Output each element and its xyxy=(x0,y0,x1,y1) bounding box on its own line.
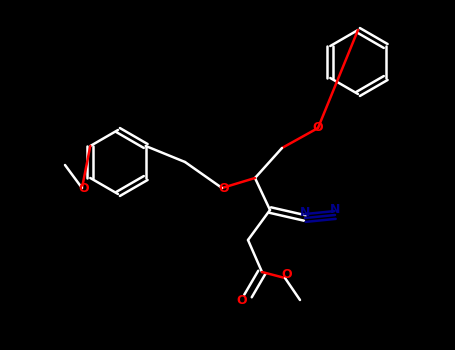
Text: O: O xyxy=(282,267,292,280)
Text: N: N xyxy=(330,203,340,216)
Text: O: O xyxy=(237,294,248,307)
Text: O: O xyxy=(79,182,89,195)
Text: O: O xyxy=(313,121,324,134)
Text: N: N xyxy=(300,205,310,218)
Text: O: O xyxy=(219,182,229,195)
